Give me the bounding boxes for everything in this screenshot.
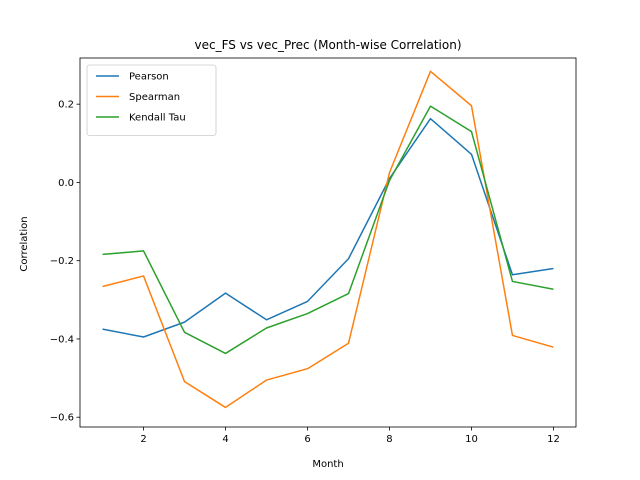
- x-tick-label: 12: [547, 434, 560, 445]
- axes-frame: [79, 57, 577, 428]
- y-tick-label: 0.0: [58, 178, 74, 189]
- legend-label: Pearson: [129, 72, 169, 83]
- legend-label: Kendall Tau: [129, 113, 186, 124]
- series-line-pearson: [102, 117, 554, 338]
- y-tick-label: −0.6: [50, 413, 74, 424]
- y-tick-label: 0.2: [58, 100, 74, 111]
- plot-area: 2 4 6 8 10 12 −0.6 −0.4 −0.2 0.0 0.2 Pearson Spearma…: [50, 57, 577, 445]
- x-tick-label: 4: [222, 434, 228, 445]
- x-tick-label: 10: [465, 434, 478, 445]
- y-tick-label: −0.2: [50, 256, 74, 267]
- y-axis-label: Correlation: [19, 216, 30, 271]
- x-tick-label: 2: [140, 434, 146, 445]
- legend-box: [86, 64, 217, 136]
- series-line-spearman: [102, 70, 554, 409]
- x-tick-label: 6: [304, 434, 310, 445]
- legend-label: Spearman: [129, 92, 180, 103]
- x-axis-label: Month: [312, 459, 343, 470]
- y-tick-label: −0.4: [50, 334, 74, 345]
- series-line-kendall-tau: [102, 105, 554, 355]
- x-tick-label: 8: [386, 434, 392, 445]
- chart-title: vec_FS vs vec_Prec (Month-wise Correlati…: [194, 38, 461, 52]
